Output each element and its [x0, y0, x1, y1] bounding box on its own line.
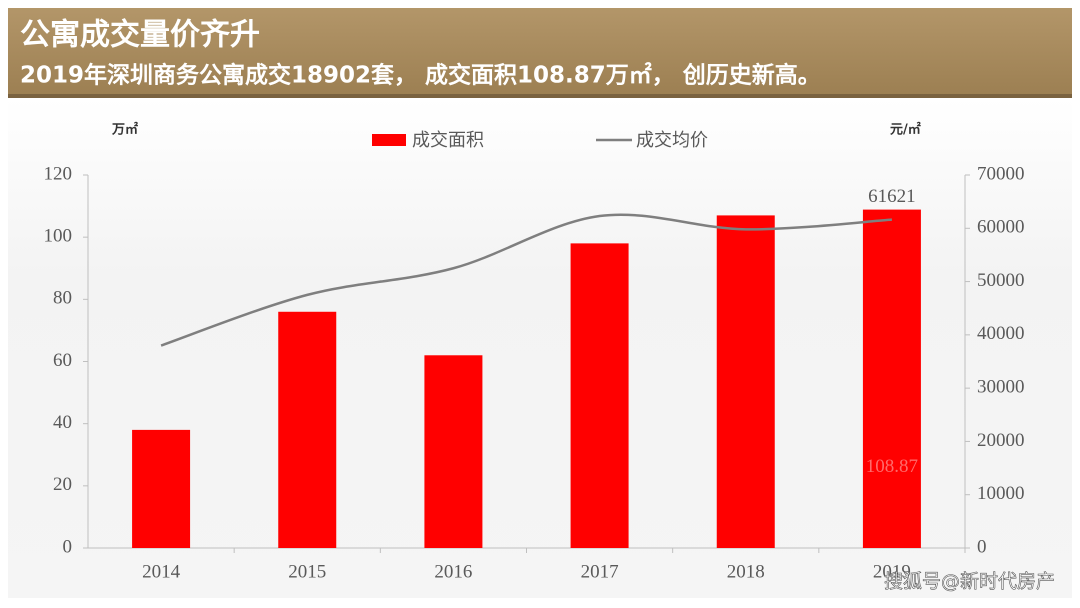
bar [424, 355, 483, 548]
x-tick-label: 2016 [434, 561, 472, 582]
y2-tick-label: 30000 [977, 377, 1025, 398]
y2-tick-label: 20000 [977, 430, 1025, 451]
y-tick-label: 40 [53, 412, 72, 433]
x-tick-label: 2017 [581, 561, 619, 582]
bar [132, 429, 191, 548]
header-band [8, 8, 1072, 96]
y2-tick-label: 50000 [977, 270, 1025, 291]
y-tick-label: 0 [63, 536, 73, 557]
y2-tick-label: 0 [977, 536, 987, 557]
x-tick-label: 2014 [142, 561, 181, 582]
y-tick-label: 100 [44, 226, 73, 247]
y2-axis-unit: 元/㎡ [890, 122, 921, 138]
bar [278, 311, 337, 548]
legend-label: 成交面积 [412, 130, 484, 151]
x-tick-label: 2018 [727, 561, 765, 582]
line [160, 213, 892, 347]
bar-value-label: 108.87 [866, 456, 918, 477]
line-value-label: 61621 [868, 186, 916, 207]
header-rule [8, 94, 1072, 98]
bar [862, 209, 921, 548]
y-axis-unit: 万㎡ [111, 122, 138, 138]
y2-tick-label: 40000 [977, 323, 1025, 344]
y-tick-label: 20 [53, 474, 72, 495]
y-tick-label: 120 [44, 163, 73, 184]
y-tick-label: 60 [53, 350, 72, 371]
y2-tick-label: 70000 [977, 163, 1025, 184]
watermark: 搜狐号@新时代房产 [884, 571, 1055, 593]
bar [570, 243, 629, 548]
bar [716, 215, 775, 549]
legend-swatch [372, 134, 406, 146]
x-tick-label: 2015 [288, 561, 326, 582]
y-tick-label: 80 [53, 288, 72, 309]
chart-title: 公寓成交量价齐升 [20, 18, 260, 53]
y2-tick-label: 10000 [977, 483, 1025, 504]
legend-label: 成交均价 [636, 130, 708, 151]
chart-subtitle: 2019年深圳商务公寓成交18902套， 成交面积108.87万㎡， 创历史新高… [20, 62, 821, 89]
y2-tick-label: 60000 [977, 217, 1025, 238]
x-tick-label: 2019 [873, 561, 911, 582]
